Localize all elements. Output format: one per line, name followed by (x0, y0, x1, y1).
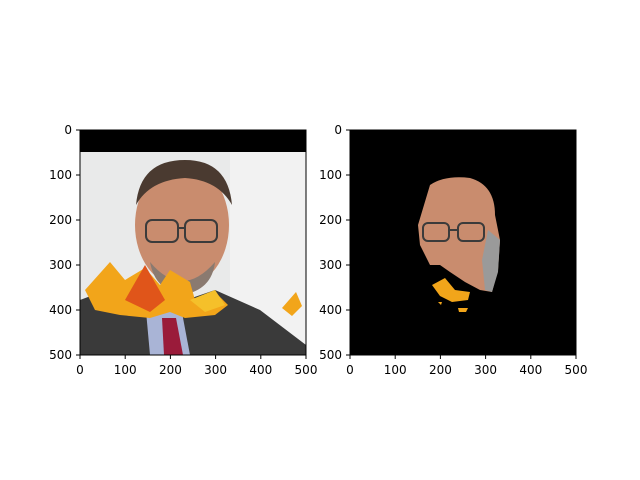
x-tick-label: 500 (565, 363, 588, 377)
left-axes-frame (79, 129, 307, 356)
x-tick-label: 100 (114, 363, 137, 377)
x-tick-label: 500 (295, 363, 318, 377)
y-tick-label: 400 (49, 303, 72, 317)
right-ticks: 0 100 200 300 400 500 0 100 200 300 400 500 (319, 123, 587, 377)
x-tick-label: 200 (429, 363, 452, 377)
x-tick-label: 400 (249, 363, 272, 377)
right-axes-frame (349, 129, 577, 356)
y-tick-label: 0 (64, 123, 72, 137)
x-tick-label: 300 (474, 363, 497, 377)
y-tick-label: 300 (319, 258, 342, 272)
y-tick-label: 400 (319, 303, 342, 317)
x-tick-label: 0 (346, 363, 354, 377)
autumn-leaves-overlay (85, 262, 302, 318)
y-tick-label: 200 (319, 213, 342, 227)
x-tick-label: 400 (519, 363, 542, 377)
y-tick-label: 500 (49, 348, 72, 362)
y-tick-label: 100 (49, 168, 72, 182)
y-tick-label: 100 (319, 168, 342, 182)
y-tick-label: 500 (319, 348, 342, 362)
y-tick-label: 300 (49, 258, 72, 272)
x-tick-label: 0 (76, 363, 84, 377)
x-tick-label: 100 (384, 363, 407, 377)
x-tick-label: 200 (159, 363, 182, 377)
y-tick-label: 0 (334, 123, 342, 137)
left-ticks: 0 100 200 300 400 500 0 100 200 300 400 500 (49, 123, 317, 377)
right-image (350, 130, 576, 355)
left-panel: 0 100 200 300 400 500 0 100 200 300 400 500 (49, 123, 317, 377)
x-tick-label: 300 (204, 363, 227, 377)
left-image (80, 130, 306, 355)
right-panel: 0 100 200 300 400 500 0 100 200 300 400 500 (319, 123, 587, 377)
y-tick-label: 200 (49, 213, 72, 227)
